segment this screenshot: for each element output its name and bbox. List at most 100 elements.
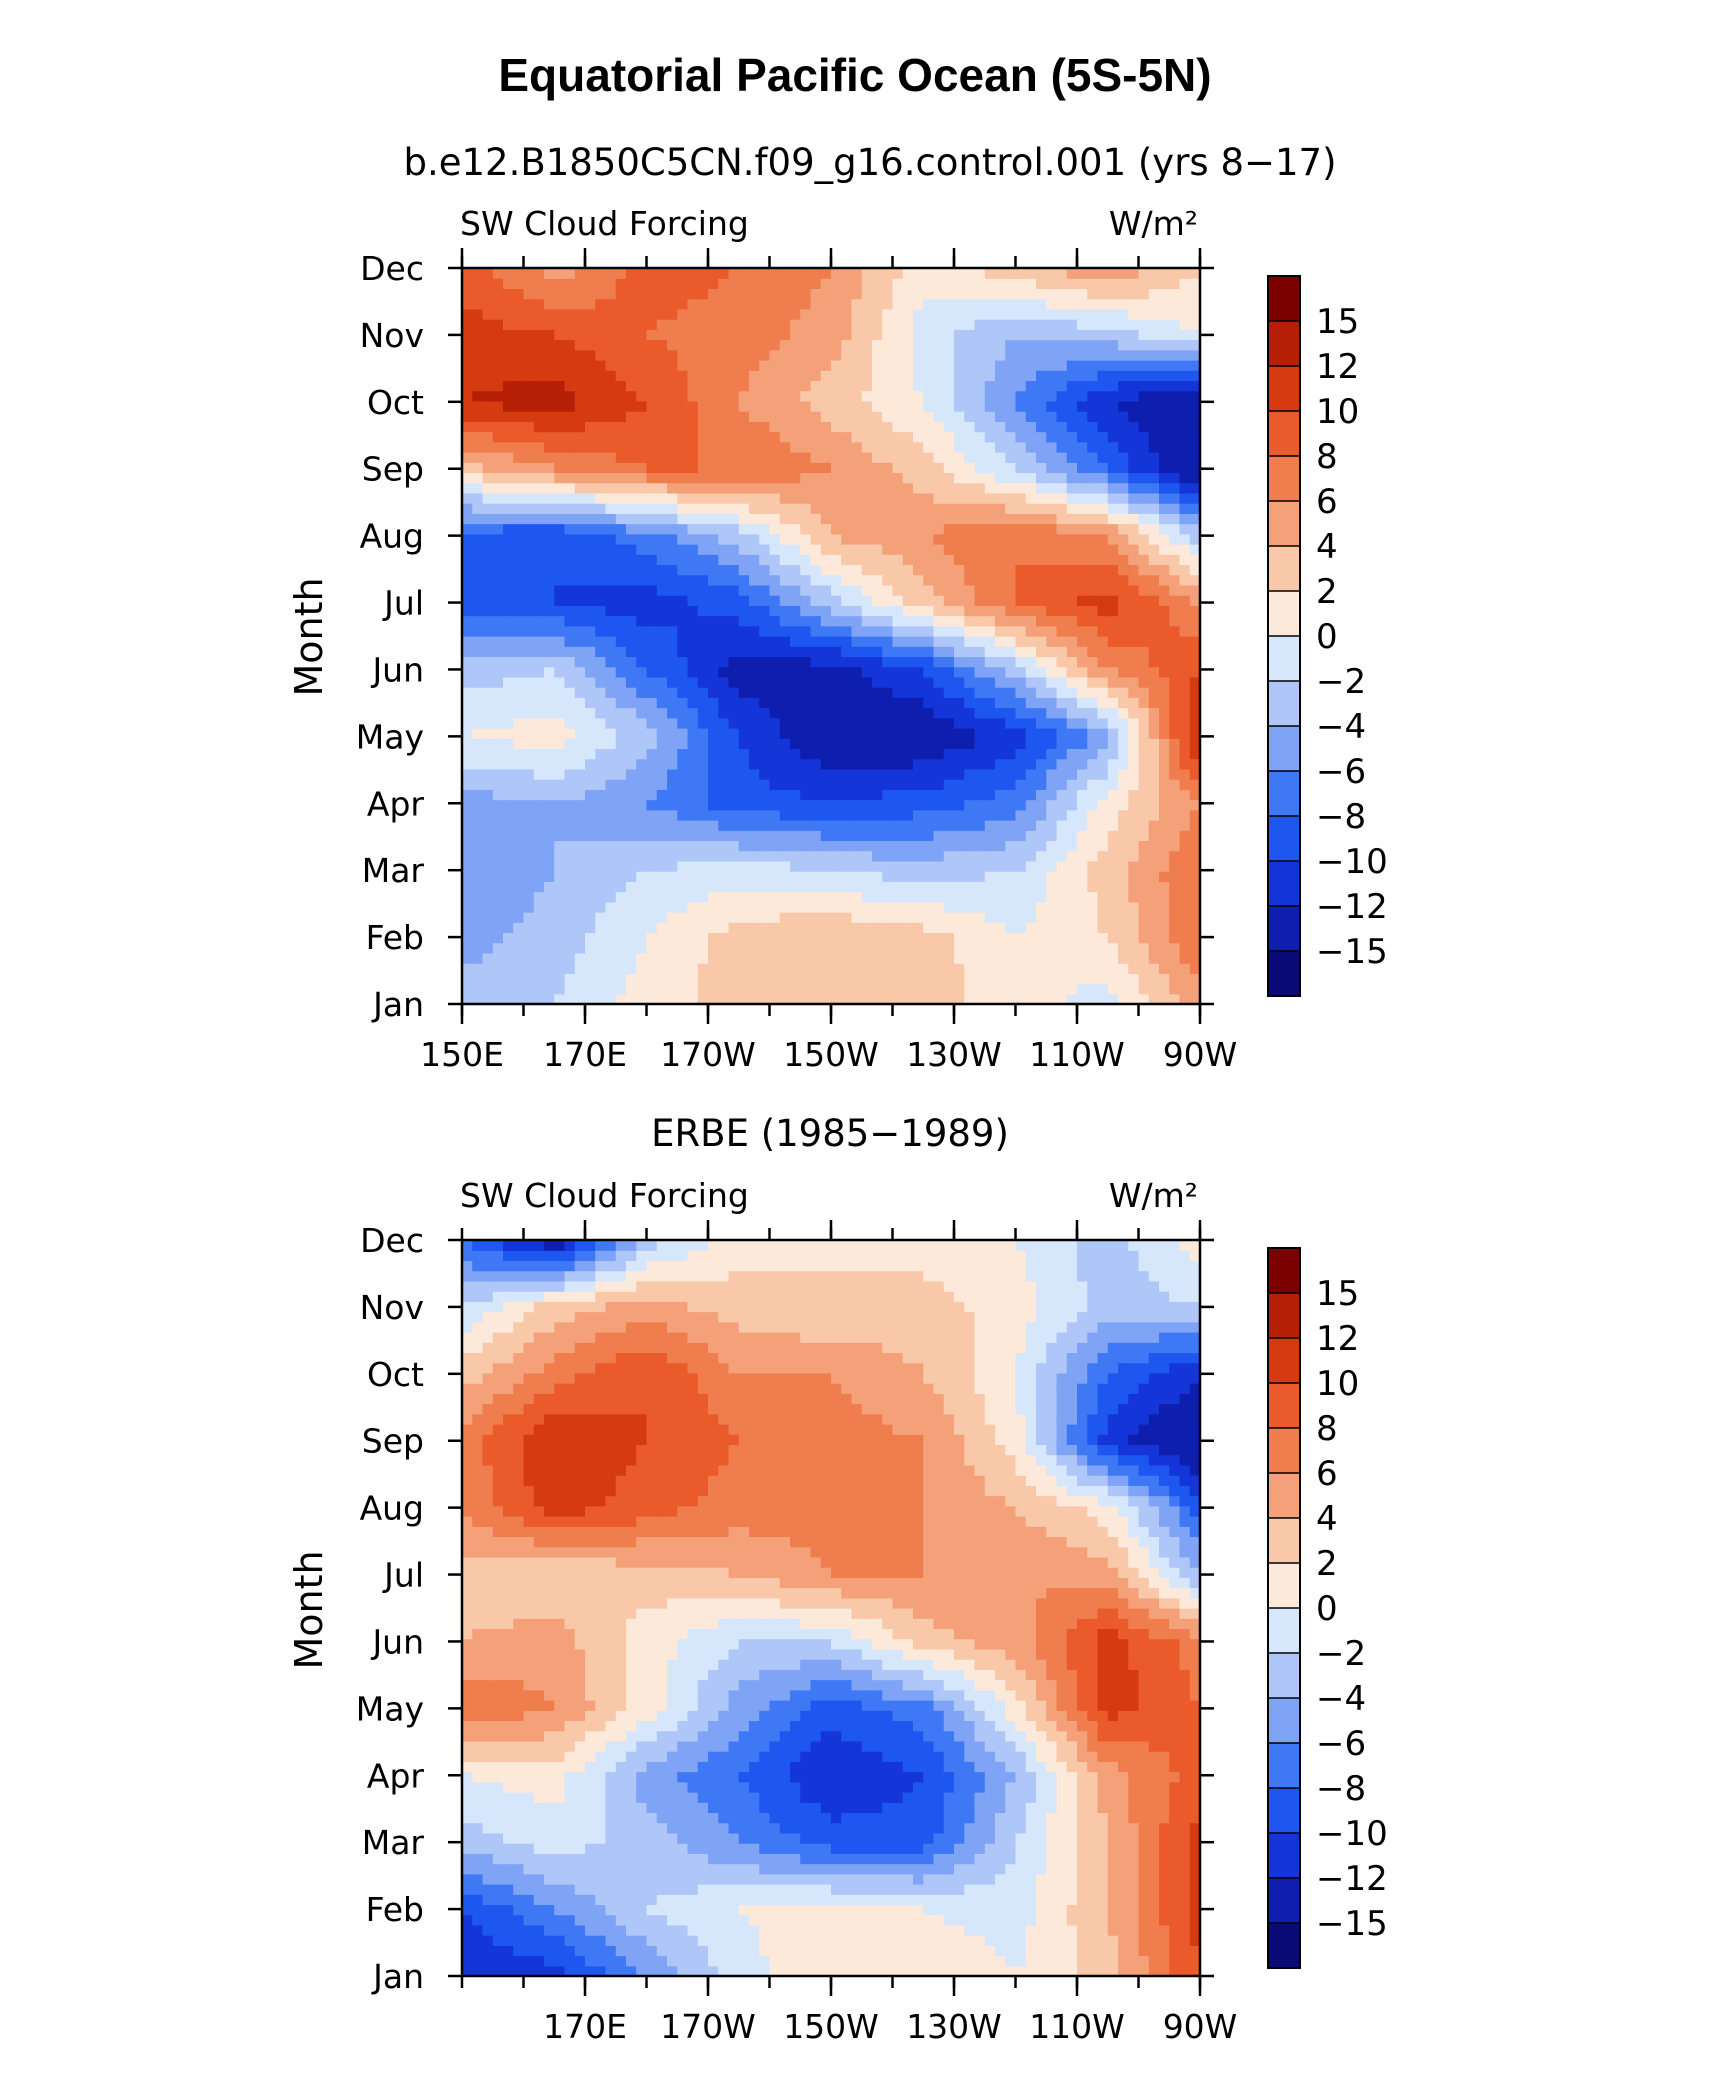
heatmap-cell xyxy=(472,390,484,402)
heatmap-cell xyxy=(1066,738,1078,750)
heatmap-cell xyxy=(769,768,781,780)
heatmap-cell xyxy=(1046,912,1058,923)
heatmap-cell xyxy=(472,932,484,944)
heatmap-cell xyxy=(574,523,586,535)
heatmap-cell xyxy=(492,983,504,995)
heatmap-cell xyxy=(523,687,535,698)
heatmap-cell xyxy=(831,840,842,852)
heatmap-cell xyxy=(841,717,853,729)
heatmap-cell xyxy=(1107,707,1119,719)
heatmap-cell xyxy=(595,758,607,770)
heatmap-cell xyxy=(779,452,791,463)
heatmap-cell xyxy=(574,901,586,913)
heatmap-cell xyxy=(615,840,627,852)
heatmap-cell xyxy=(902,830,914,842)
heatmap-cell xyxy=(1159,472,1170,484)
heatmap-cell xyxy=(759,636,771,647)
heatmap-cell xyxy=(1036,339,1047,351)
heatmap-cell xyxy=(462,452,473,463)
heatmap-cell xyxy=(759,390,771,402)
heatmap-cell xyxy=(749,492,760,504)
heatmap-cell xyxy=(646,871,658,882)
heatmap-cell xyxy=(677,472,689,484)
heatmap-cell xyxy=(656,329,668,341)
heatmap-cell xyxy=(1087,421,1099,433)
heatmap-cell xyxy=(1118,758,1129,770)
heatmap-cell xyxy=(1107,533,1119,545)
heatmap-cell xyxy=(820,942,832,954)
heatmap-cell xyxy=(1036,554,1047,566)
heatmap-cell xyxy=(810,983,822,995)
heatmap-cell xyxy=(1118,595,1129,606)
heatmap-cell xyxy=(913,768,924,780)
heatmap-cell xyxy=(1159,820,1170,831)
heatmap-cell xyxy=(964,799,976,811)
heatmap-cell xyxy=(810,370,822,382)
heatmap-cell xyxy=(872,799,883,811)
heatmap-cell xyxy=(820,758,832,770)
heatmap-cell xyxy=(738,636,750,647)
heatmap-cell xyxy=(1107,298,1119,310)
heatmap-cell xyxy=(923,871,935,882)
heatmap-cell xyxy=(1189,472,1201,484)
heatmap-cell xyxy=(595,646,607,658)
heatmap-cell xyxy=(718,656,730,668)
heatmap-cell xyxy=(605,687,617,698)
heatmap-cell xyxy=(728,400,740,412)
heatmap-cell xyxy=(759,308,771,320)
heatmap-cell xyxy=(800,625,812,637)
heatmap-cell xyxy=(697,472,709,484)
heatmap-cell xyxy=(872,308,883,320)
heatmap-cell xyxy=(1005,390,1017,402)
heatmap-cell xyxy=(769,728,781,739)
heatmap-cell xyxy=(974,860,986,872)
heatmap-cell xyxy=(1118,728,1129,739)
heatmap-cell xyxy=(851,779,863,790)
heatmap-cell xyxy=(974,431,986,443)
heatmap-cell xyxy=(902,452,914,463)
heatmap-cell xyxy=(1056,912,1068,923)
heatmap-cell xyxy=(1097,554,1109,566)
heatmap-cell xyxy=(462,615,473,627)
heatmap-cell xyxy=(697,339,709,351)
heatmap-cell xyxy=(533,738,545,750)
heatmap-cell xyxy=(503,574,514,586)
heatmap-cell xyxy=(585,840,596,852)
heatmap-cell xyxy=(902,993,914,1005)
heatmap-cell xyxy=(1179,625,1191,637)
heatmap-cell xyxy=(687,380,699,392)
heatmap-cell xyxy=(503,492,514,504)
heatmap-cell xyxy=(656,789,668,801)
heatmap-cell xyxy=(779,472,791,484)
heatmap-cell xyxy=(1087,901,1099,913)
heatmap-cell xyxy=(1005,523,1017,535)
heatmap-cell xyxy=(933,901,945,913)
heatmap-cell xyxy=(667,676,678,688)
heatmap-cell xyxy=(800,912,812,923)
heatmap-cell xyxy=(1179,901,1191,913)
heatmap-cell xyxy=(1015,441,1027,453)
heatmap-cell xyxy=(728,871,740,882)
heatmap-cell xyxy=(933,738,945,750)
heatmap-cell xyxy=(943,554,955,566)
heatmap-cell xyxy=(1025,390,1037,402)
heatmap-cell xyxy=(708,452,719,463)
heatmap-cell xyxy=(964,574,976,586)
heatmap-cell xyxy=(523,503,535,514)
heatmap-cell xyxy=(1097,942,1109,954)
heatmap-cell xyxy=(697,717,709,729)
heatmap-cell xyxy=(492,922,504,934)
heatmap-cell xyxy=(800,799,812,811)
heatmap-cell xyxy=(820,748,832,760)
heatmap-cell xyxy=(882,380,894,392)
heatmap-cell xyxy=(892,820,904,831)
heatmap-cell xyxy=(728,820,740,831)
heatmap-cell xyxy=(544,308,555,320)
heatmap-cell xyxy=(769,462,781,474)
heatmap-cell xyxy=(462,942,473,954)
heatmap-cell xyxy=(831,605,842,617)
heatmap-cell xyxy=(851,472,863,484)
heatmap-cell xyxy=(462,492,473,504)
heatmap-cell xyxy=(759,431,771,443)
heatmap-cell xyxy=(503,983,514,995)
